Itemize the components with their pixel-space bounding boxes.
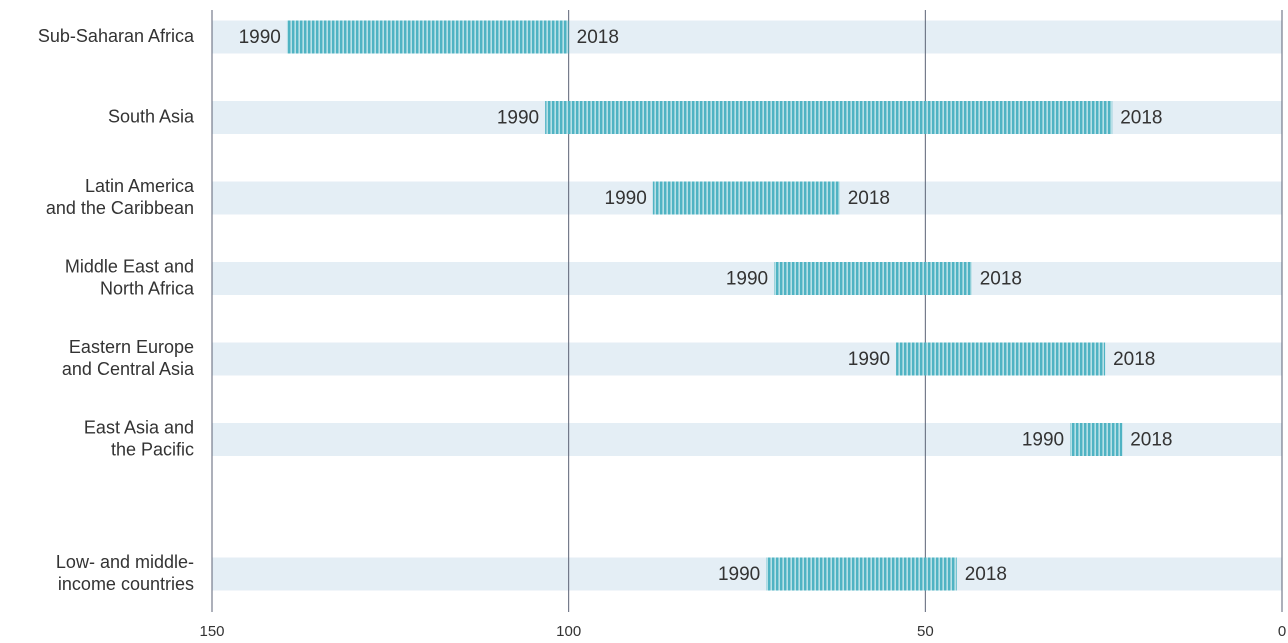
end-label: 2018 bbox=[965, 564, 1007, 585]
end-label: 2018 bbox=[577, 27, 619, 48]
start-label: 1990 bbox=[726, 269, 768, 290]
x-tick-label: 150 bbox=[199, 623, 224, 640]
end-label: 2018 bbox=[848, 188, 890, 209]
start-label: 1990 bbox=[605, 188, 647, 209]
x-tick-label: 50 bbox=[917, 623, 934, 640]
range-bar bbox=[286, 20, 569, 54]
range-bar bbox=[545, 101, 1113, 134]
category-label: Low- and middle-income countries bbox=[56, 552, 194, 594]
range-bar bbox=[652, 181, 840, 215]
range-bar bbox=[1070, 423, 1123, 456]
start-label: 1990 bbox=[497, 108, 539, 129]
end-label: 2018 bbox=[1113, 349, 1155, 370]
category-label: Latin America and the Caribbean bbox=[46, 176, 195, 218]
range-bar bbox=[896, 342, 1106, 376]
start-label: 1990 bbox=[848, 349, 890, 370]
start-label: 1990 bbox=[239, 27, 281, 48]
category-label: East Asia and the Pacific bbox=[84, 417, 194, 459]
x-tick-label: 100 bbox=[556, 623, 581, 640]
row-band bbox=[212, 262, 1282, 295]
range-bar bbox=[774, 262, 972, 295]
category-label: South Asia bbox=[108, 106, 195, 126]
category-label: Eastern Europe and Central Asia bbox=[62, 337, 195, 379]
end-label: 2018 bbox=[980, 269, 1022, 290]
end-label: 2018 bbox=[1120, 108, 1162, 129]
x-tick-label: 0 bbox=[1278, 623, 1286, 640]
category-label: Sub-Saharan Africa bbox=[38, 26, 195, 46]
end-label: 2018 bbox=[1130, 430, 1172, 451]
category-label: Middle East and North Africa bbox=[65, 256, 195, 298]
start-label: 1990 bbox=[1022, 430, 1064, 451]
row-band bbox=[212, 557, 1282, 591]
range-bar bbox=[766, 557, 957, 591]
start-label: 1990 bbox=[718, 564, 760, 585]
